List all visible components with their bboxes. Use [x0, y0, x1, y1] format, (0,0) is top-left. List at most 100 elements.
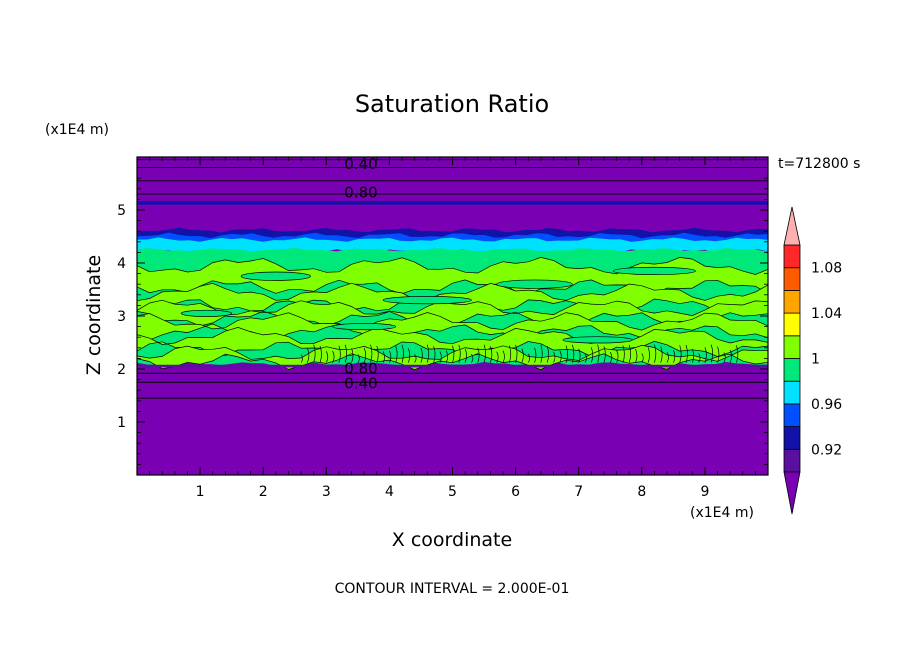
- wave-feature: [370, 344, 373, 363]
- wave-feature: [382, 351, 385, 363]
- wave-feature: [496, 351, 499, 363]
- colorbar-tick-label: 0.96: [811, 397, 842, 413]
- x-tick-label: 4: [385, 484, 394, 500]
- wave-feature: [609, 351, 613, 363]
- wave-feature: [603, 346, 606, 363]
- colorbar-swatch: [783, 335, 801, 359]
- wave-feature: [559, 350, 562, 363]
- band-base: [137, 364, 768, 368]
- colorbar-swatch: [783, 312, 801, 337]
- wave-feature: [464, 348, 467, 363]
- wave-feature: [704, 347, 707, 363]
- x-tick-label: 5: [448, 484, 457, 500]
- wave-feature: [584, 353, 587, 363]
- wave-feature: [344, 344, 348, 363]
- wave-feature: [439, 351, 442, 363]
- colorbar-swatch: [783, 267, 801, 291]
- wave-feature: [685, 344, 688, 363]
- wave-feature: [433, 345, 436, 363]
- wave-feature: [717, 346, 720, 363]
- chart-title: Saturation Ratio: [355, 90, 549, 118]
- wave-feature: [622, 345, 625, 363]
- contour-interval-footer: CONTOUR INTERVAL = 2.000E-01: [335, 581, 570, 597]
- wave-feature: [414, 354, 417, 363]
- wave-feature: [502, 350, 505, 363]
- wave-feature: [641, 353, 644, 363]
- wave-feature: [452, 345, 455, 363]
- wave-feature: [395, 345, 398, 363]
- y-tick-label: 3: [117, 309, 126, 325]
- colorbar: 0.92 0.96 1 1.04 1.08: [783, 206, 842, 515]
- band-dark-blue-top: [137, 200, 768, 205]
- green-patch: [496, 279, 573, 289]
- colorbar-swatch: [783, 403, 801, 427]
- y-tick-label: 2: [117, 362, 126, 378]
- colorbar-tick-label: 1.08: [811, 261, 842, 277]
- colorbar-swatch: [783, 244, 801, 269]
- wave-feature: [729, 349, 732, 363]
- wave-feature: [508, 345, 512, 363]
- wave-feature: [572, 344, 575, 363]
- plot-area: 0.400.800.800.40: [137, 155, 768, 475]
- wave-feature: [710, 344, 714, 363]
- colorbar-under-triangle: [783, 471, 801, 515]
- wave-feature: [679, 345, 682, 363]
- x-unit-label: (x1E4 m): [690, 505, 754, 521]
- green-patch: [180, 309, 232, 317]
- y-tick-label: 1: [117, 415, 126, 431]
- wave-feature: [351, 348, 354, 363]
- colorbar-over-triangle: [783, 206, 801, 246]
- wave-feature: [389, 350, 392, 363]
- wave-feature: [357, 354, 360, 363]
- wave-feature: [628, 344, 632, 363]
- wave-feature: [553, 351, 556, 363]
- green-patch: [332, 323, 397, 331]
- lime-streak: [137, 257, 768, 295]
- axes: 1 2 3 4 5 6 7 8 9 1 2 3 4 5: [117, 156, 769, 500]
- y-tick-label: 5: [117, 203, 126, 219]
- contour-label: 0.40: [344, 374, 377, 392]
- wave-feature: [691, 348, 695, 363]
- wave-feature: [426, 344, 430, 363]
- wave-feature: [654, 344, 657, 363]
- colorbar-tick-label: 1.04: [811, 306, 842, 322]
- wave-feature: [578, 348, 581, 363]
- x-tick-label: 6: [511, 484, 520, 500]
- colorbar-swatch: [783, 358, 801, 382]
- colorbar-swatch: [783, 380, 801, 405]
- green-patch: [562, 336, 633, 344]
- wave-feature: [546, 346, 550, 363]
- wave-feature: [332, 350, 335, 363]
- wave-feature: [445, 350, 449, 363]
- wave-feature: [458, 344, 461, 363]
- x-tick-label: 3: [322, 484, 331, 500]
- x-tick-label: 9: [700, 484, 709, 500]
- field: [137, 157, 768, 475]
- wave-feature: [590, 347, 594, 363]
- y-tick-label: 4: [117, 256, 126, 272]
- wave-feature: [521, 348, 524, 363]
- wave-feature: [597, 344, 600, 363]
- x-axis-label: X coordinate: [392, 529, 512, 551]
- wave-feature: [616, 350, 619, 363]
- x-tick-label: 1: [196, 484, 205, 500]
- green-patch: [240, 271, 311, 281]
- wave-feature: [723, 352, 726, 363]
- wave-feature: [527, 353, 531, 363]
- wave-feature: [319, 345, 322, 363]
- wave-feature: [300, 354, 303, 363]
- wave-feature: [540, 344, 543, 363]
- wave-feature: [407, 348, 411, 363]
- wave-feature: [534, 347, 537, 363]
- wave-feature: [666, 352, 669, 363]
- wave-feature: [338, 345, 341, 363]
- contour-label: 0.80: [344, 184, 377, 202]
- wave-feature: [307, 348, 310, 363]
- green-patch: [613, 266, 696, 276]
- wave-feature: [698, 353, 701, 363]
- wave-feature: [363, 347, 367, 363]
- wave-feature: [483, 344, 486, 363]
- contour-label: 0.40: [344, 155, 377, 173]
- wave-feature: [471, 353, 474, 363]
